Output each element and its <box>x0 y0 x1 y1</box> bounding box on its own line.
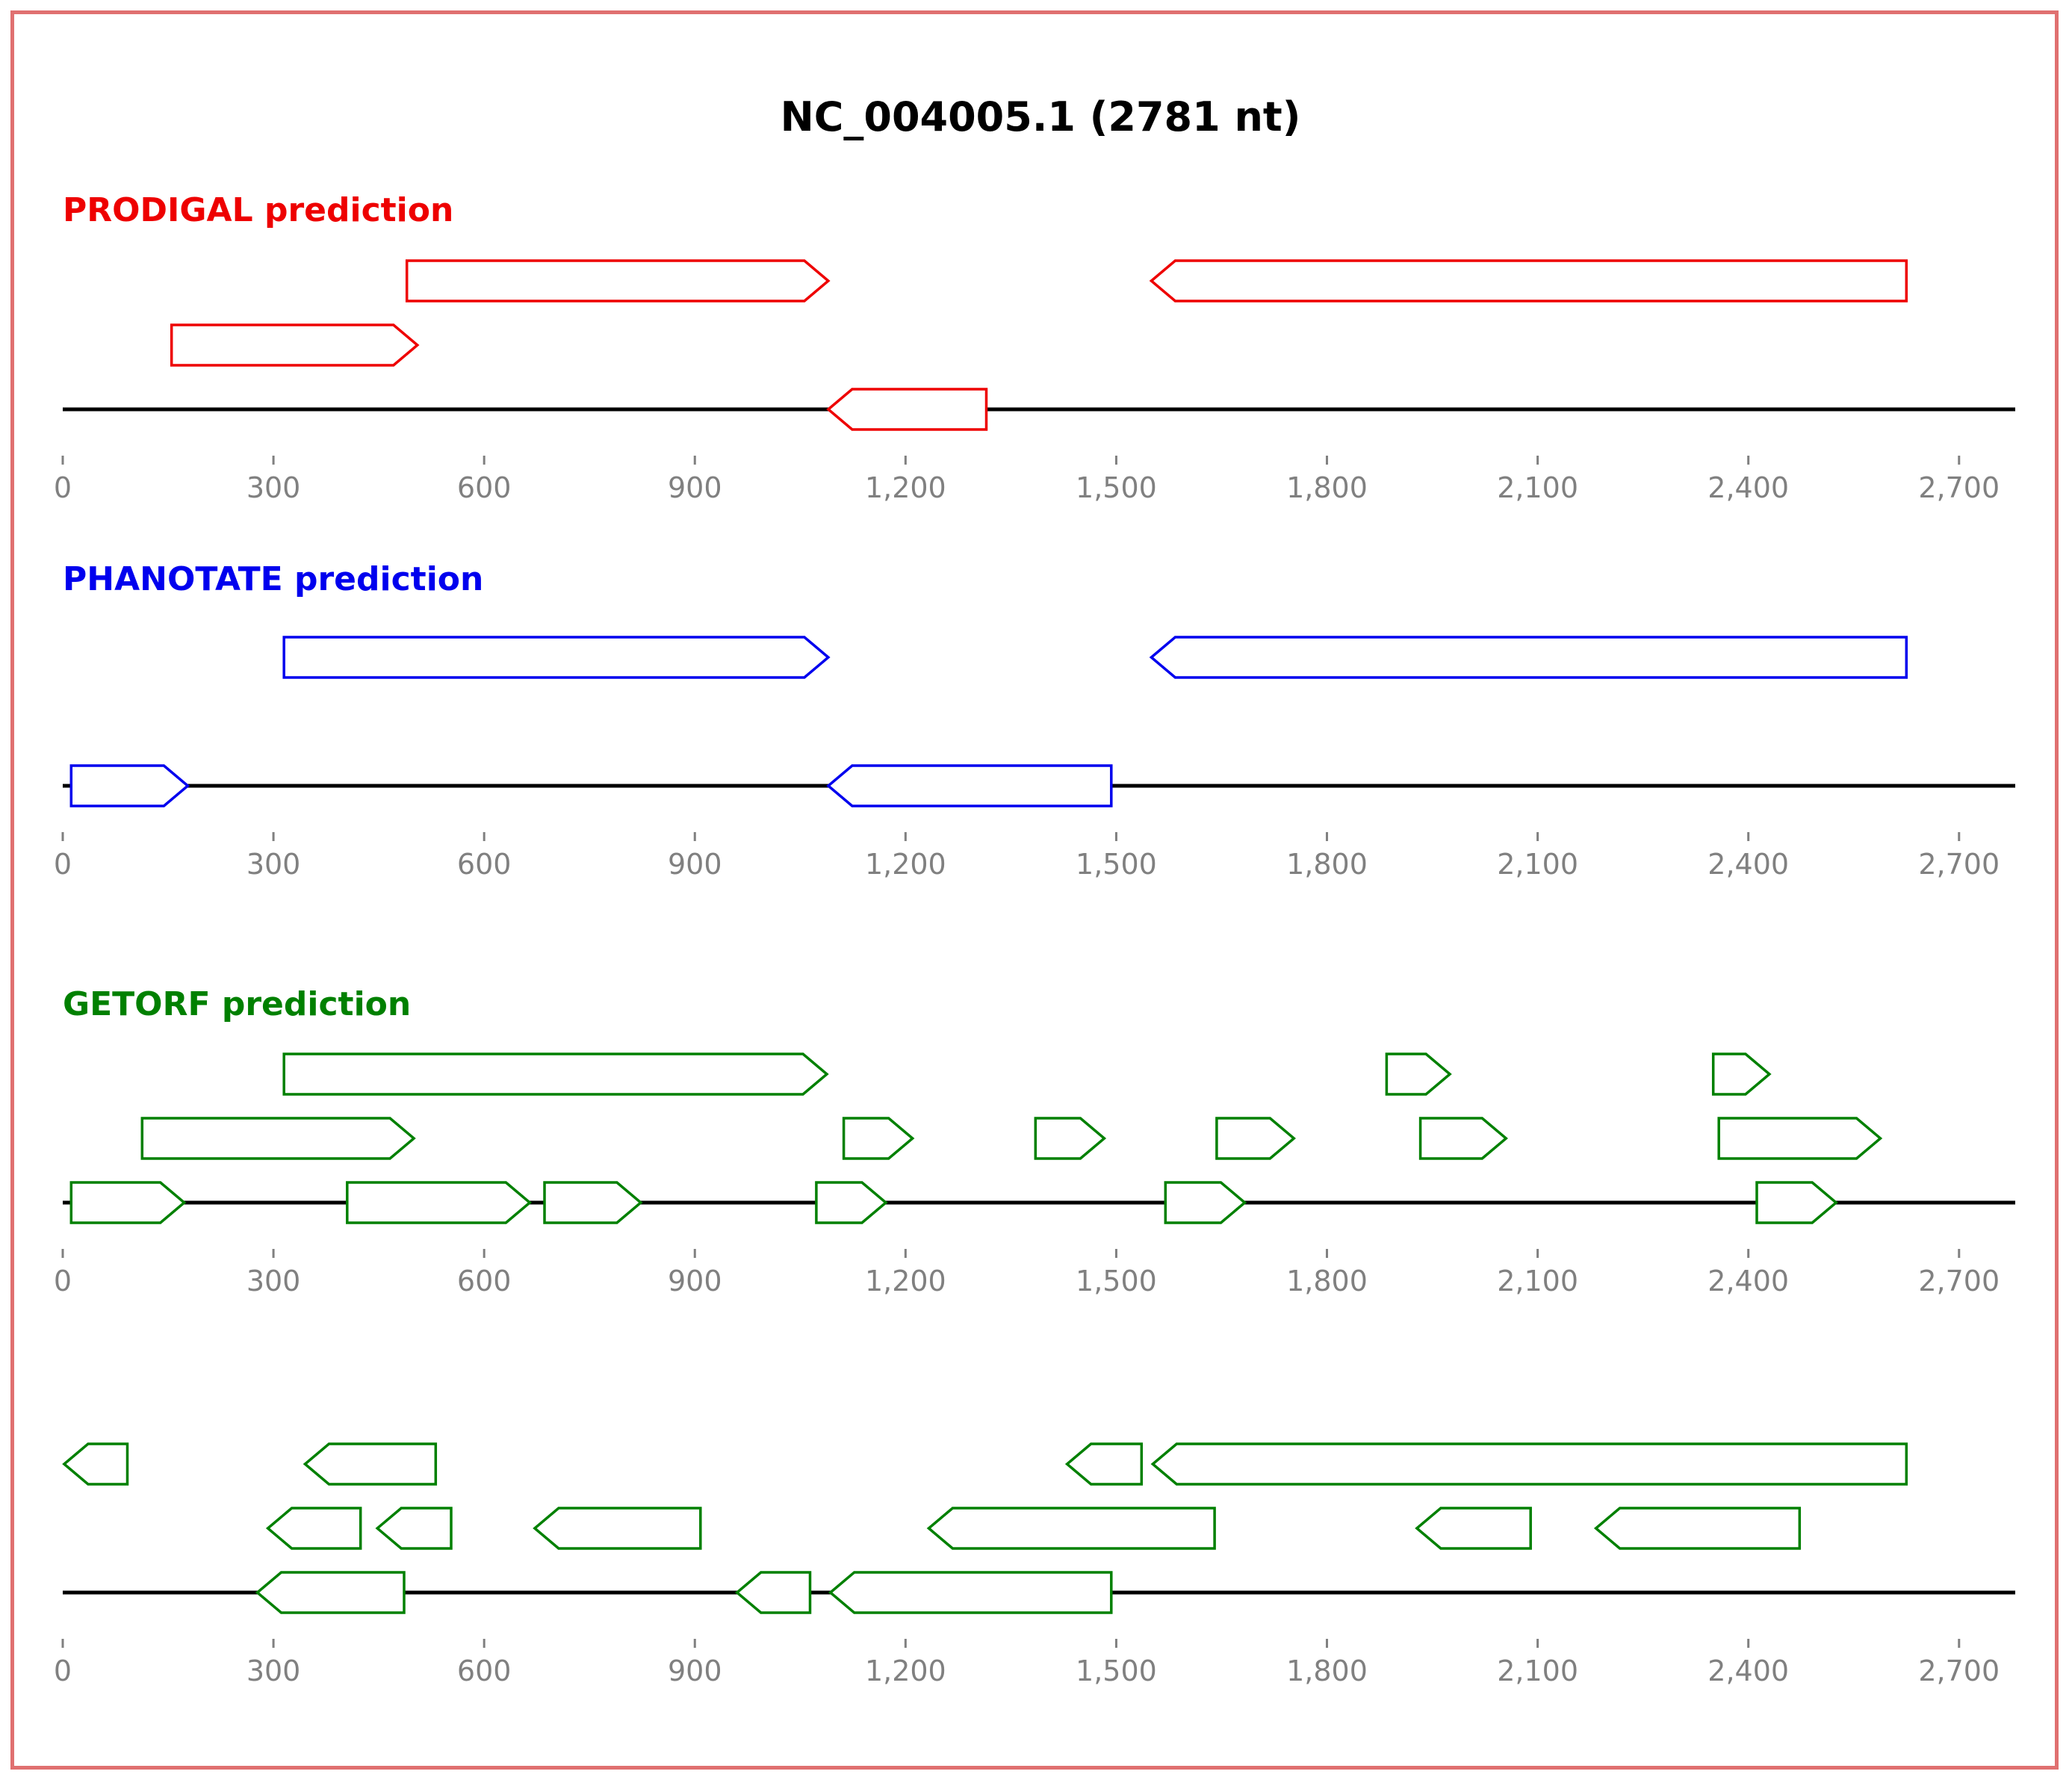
prodigal-axis: 0 300 600 900 1,200 1,500 1,800 2,100 2,400 2,700 <box>54 456 2000 504</box>
getorf-reverse-genes <box>62 1442 2015 1614</box>
gene-arrow-getorf-reverse-7 <box>926 1507 1216 1550</box>
gene-arrow-getorf-forward-6 <box>1215 1117 1297 1160</box>
tick-label: 2,100 <box>1497 1655 1578 1687</box>
tick-label: 1,800 <box>1286 471 1368 504</box>
track-getorf-forward: GETORF prediction 0 300 600 900 1,200 1,500 1,… <box>54 985 2015 1297</box>
tick-label: 2,700 <box>1918 848 2000 881</box>
tick-label: 2,100 <box>1497 1265 1578 1297</box>
tick-label: 0 <box>54 1265 72 1297</box>
tick-label: 1,800 <box>1286 1655 1368 1687</box>
tick-label: 0 <box>54 471 72 504</box>
getorf-forward-genes <box>63 1052 2015 1224</box>
gene-arrow-getorf-reverse-10 <box>255 1571 406 1614</box>
gene-arrow-phanotate-0 <box>282 636 831 679</box>
tick-label: 1,800 <box>1286 848 1368 881</box>
getorf-forward-axis: 0 300 600 900 1,200 1,500 1,800 2,100 2,400 2,700 <box>54 1249 2000 1297</box>
tick-label: 1,500 <box>1076 848 1157 881</box>
tick-label: 900 <box>668 848 722 881</box>
gene-arrow-getorf-reverse-3 <box>1150 1442 1908 1486</box>
tick-label: 0 <box>54 1655 72 1687</box>
tick-label: 300 <box>246 848 301 881</box>
gene-arrow-getorf-reverse-0 <box>62 1442 129 1486</box>
gene-arrow-getorf-reverse-9 <box>1593 1507 1802 1550</box>
tick-label: 1,800 <box>1286 1265 1368 1297</box>
gene-arrow-getorf-reverse-11 <box>734 1571 812 1614</box>
gene-arrow-phanotate-1 <box>1149 636 1908 679</box>
track-phanotate: PHANOTATE prediction 0 300 600 900 1,200 1,50… <box>54 560 2015 881</box>
tick-label: 900 <box>668 1265 722 1297</box>
gene-arrow-getorf-forward-10 <box>346 1181 533 1224</box>
tick-label: 1,500 <box>1076 1655 1157 1687</box>
tick-label: 2,400 <box>1707 1265 1789 1297</box>
gene-arrow-getorf-forward-2 <box>1711 1052 1772 1096</box>
gene-arrow-getorf-forward-11 <box>543 1181 643 1224</box>
track-label-prodigal: PRODIGAL prediction <box>63 191 453 229</box>
gene-arrow-getorf-reverse-6 <box>533 1507 702 1550</box>
gene-arrow-getorf-forward-9 <box>69 1181 187 1224</box>
gene-arrow-getorf-forward-13 <box>1164 1181 1247 1224</box>
gene-arrow-getorf-forward-12 <box>815 1181 888 1224</box>
gene-arrow-getorf-reverse-8 <box>1415 1507 1532 1550</box>
tick-label: 300 <box>246 1655 301 1687</box>
gene-arrow-getorf-reverse-12 <box>828 1571 1113 1614</box>
gene-arrow-getorf-reverse-4 <box>265 1507 362 1550</box>
gene-arrow-getorf-reverse-1 <box>303 1442 438 1486</box>
tick-label: 600 <box>457 848 512 881</box>
phanotate-genes <box>63 636 2015 807</box>
figure-title: NC_004005.1 (2781 nt) <box>781 93 1301 140</box>
tick-label: 600 <box>457 1265 512 1297</box>
tick-label: 0 <box>54 848 72 881</box>
getorf-reverse-axis: 0 300 600 900 1,200 1,500 1,800 2,100 2,400 2,700 <box>54 1639 2000 1687</box>
track-label-phanotate: PHANOTATE prediction <box>63 560 483 598</box>
prodigal-genes <box>63 259 2015 431</box>
tick-label: 2,100 <box>1497 471 1578 504</box>
gene-arrow-getorf-reverse-2 <box>1064 1442 1144 1486</box>
gene-arrow-getorf-forward-4 <box>842 1117 915 1160</box>
gene-arrow-getorf-forward-0 <box>282 1052 829 1096</box>
tick-label: 300 <box>246 1265 301 1297</box>
gene-arrow-getorf-forward-5 <box>1034 1117 1107 1160</box>
tick-label: 600 <box>457 1655 512 1687</box>
gene-arrow-phanotate-3 <box>826 764 1113 807</box>
phanotate-axis: 0 300 600 900 1,200 1,500 1,800 2,100 2,400 2,700 <box>54 832 2000 881</box>
gene-arrow-getorf-forward-14 <box>1755 1181 1838 1224</box>
gene-arrow-getorf-forward-1 <box>1385 1052 1452 1096</box>
tick-label: 1,200 <box>865 1265 946 1297</box>
track-label-getorf: GETORF prediction <box>63 985 411 1023</box>
tick-label: 600 <box>457 471 512 504</box>
gene-arrow-phanotate-2 <box>69 764 190 807</box>
gene-arrow-prodigal-2 <box>170 323 420 367</box>
tick-label: 900 <box>668 1655 722 1687</box>
tick-label: 1,500 <box>1076 1265 1157 1297</box>
tick-label: 2,700 <box>1918 1655 2000 1687</box>
gene-arrow-prodigal-3 <box>826 388 988 431</box>
tick-label: 300 <box>246 471 301 504</box>
track-prodigal: PRODIGAL prediction 0 300 600 900 1,200 1,500… <box>54 191 2015 504</box>
tick-label: 2,400 <box>1707 1655 1789 1687</box>
tick-label: 2,400 <box>1707 848 1789 881</box>
tick-label: 1,200 <box>865 848 946 881</box>
gene-arrow-getorf-forward-7 <box>1418 1117 1509 1160</box>
tick-label: 2,700 <box>1918 1265 2000 1297</box>
gene-arrow-getorf-forward-3 <box>140 1117 416 1160</box>
tick-label: 2,100 <box>1497 848 1578 881</box>
gene-arrow-getorf-forward-8 <box>1717 1117 1883 1160</box>
tick-label: 1,500 <box>1076 471 1157 504</box>
tick-label: 2,700 <box>1918 471 2000 504</box>
figure-frame <box>10 10 2059 1770</box>
gene-arrow-getorf-reverse-5 <box>375 1507 453 1550</box>
tick-label: 1,200 <box>865 1655 946 1687</box>
gene-arrow-prodigal-1 <box>1149 259 1908 303</box>
tick-label: 2,400 <box>1707 471 1789 504</box>
tick-label: 1,200 <box>865 471 946 504</box>
gene-arrow-prodigal-0 <box>405 259 831 303</box>
tick-label: 900 <box>668 471 722 504</box>
track-getorf-reverse: 0 300 600 900 1,200 1,500 1,800 2,100 2,400 2,700 <box>54 1442 2015 1687</box>
